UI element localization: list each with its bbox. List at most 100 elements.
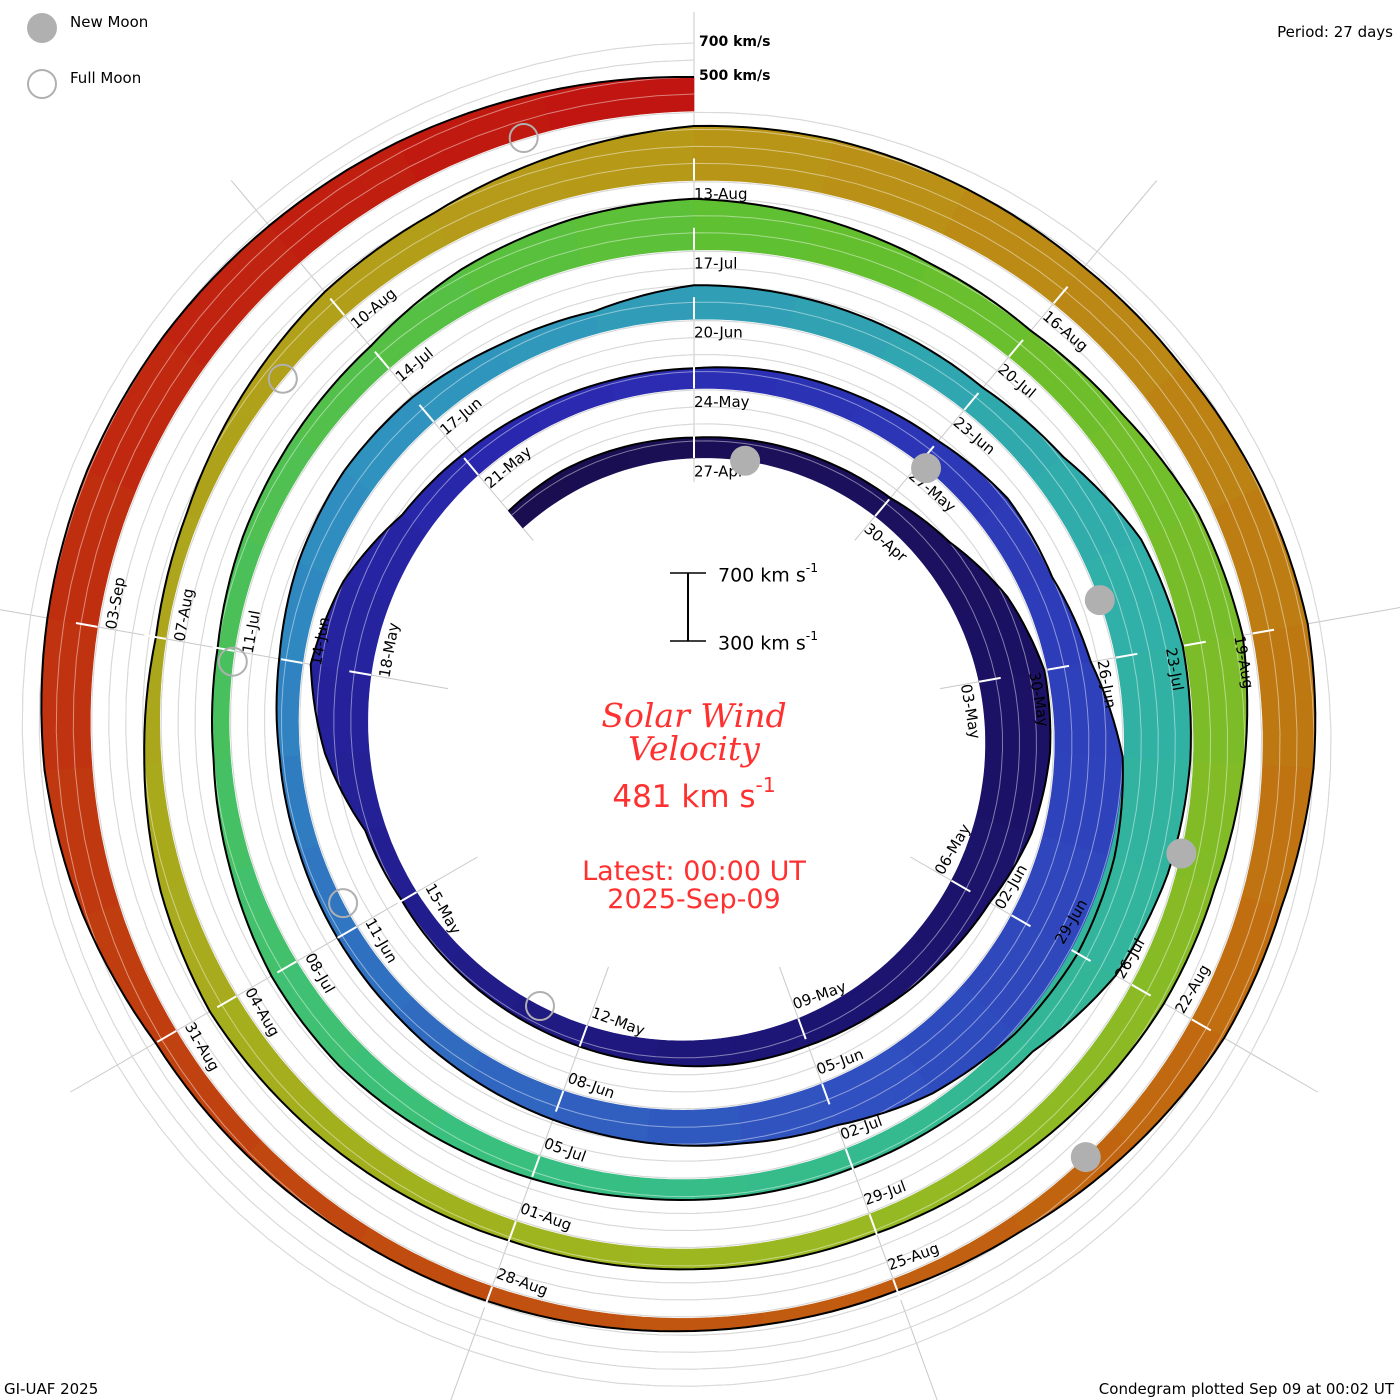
date-tick <box>349 670 372 677</box>
date-tick <box>276 960 297 974</box>
radial-gridline <box>854 180 1158 541</box>
speed-segment <box>298 844 357 939</box>
date-tick <box>336 925 358 939</box>
speed-segment <box>82 903 177 1044</box>
speed-segment <box>364 824 418 902</box>
date-tick <box>463 457 479 476</box>
date-tick <box>797 1018 807 1040</box>
date-tick <box>874 498 890 517</box>
speed-segment <box>392 1168 517 1241</box>
speed-segment <box>509 994 588 1047</box>
date-label: 13-Aug <box>694 185 747 203</box>
date-tick <box>950 879 971 893</box>
new-moon-marker <box>1084 585 1115 616</box>
new-moon-marker <box>911 453 942 484</box>
date-tick <box>554 1090 565 1112</box>
new-moon-marker <box>1166 838 1197 869</box>
speed-segment <box>44 766 120 916</box>
speed-segment <box>773 371 863 421</box>
current-velocity-value: 481 <box>612 779 672 816</box>
date-tick <box>1010 914 1031 928</box>
date-tick <box>418 404 435 423</box>
date-tick <box>374 351 390 370</box>
title-line-1: Solar Wind <box>601 696 787 735</box>
spiral-gridline-overlay-500 <box>55 76 1298 1353</box>
ring-label-500: 500 km/s <box>699 68 771 84</box>
new-moon-icon <box>27 13 57 43</box>
date-label: 17-Jul <box>694 254 737 272</box>
footer-plot-time: Condegram plotted Sep 09 at 00:02 UT <box>1098 1380 1394 1398</box>
date-tick <box>1183 640 1206 647</box>
date-tick <box>531 1155 541 1178</box>
speed-segment <box>467 1052 564 1121</box>
date-tick <box>216 995 237 1009</box>
legend-full-moon-label: Full Moon <box>70 69 142 87</box>
speed-segment <box>789 296 896 359</box>
full-moon-marker <box>267 363 298 394</box>
spiral-gridline-600 <box>38 59 1315 1370</box>
speed-segment <box>160 883 237 1012</box>
speed-segment <box>86 336 205 492</box>
speed-segment <box>821 139 968 235</box>
speed-fill <box>41 76 1316 1332</box>
date-tick <box>978 676 1001 683</box>
date-label: 20-Jun <box>694 324 743 342</box>
date-tick <box>1115 652 1138 659</box>
date-tick <box>1252 628 1275 635</box>
speed-segment <box>610 367 695 401</box>
speed-segment <box>461 218 584 307</box>
date-tick <box>1191 1018 1212 1032</box>
footer-credit: GI-UAF 2025 <box>4 1380 99 1398</box>
date-tick <box>280 658 303 664</box>
speed-segment <box>974 1080 1087 1179</box>
period-label: Period: 27 days <box>1277 23 1393 41</box>
speed-segment <box>593 284 695 334</box>
speed-segment <box>41 617 98 771</box>
full-moon-marker <box>508 123 539 154</box>
ring-label-700: 700 km/s <box>699 34 771 50</box>
full-moon-marker <box>525 991 556 1022</box>
date-tick <box>329 297 346 316</box>
speed-segment <box>276 658 304 757</box>
speed-segment <box>654 1036 734 1067</box>
title-line-2: Velocity <box>628 729 760 768</box>
date-tick <box>1008 339 1024 358</box>
date-tick <box>397 891 418 904</box>
full-moon-marker <box>328 888 359 919</box>
speed-segment <box>448 949 522 1013</box>
latest-time: Latest: 00:00 UT <box>582 856 806 887</box>
speed-segment <box>143 636 167 765</box>
date-tick <box>212 646 235 652</box>
spiral-gridline-overlay-600 <box>38 59 1315 1370</box>
scale-bottom-label: 300 km s-1 <box>718 629 819 655</box>
date-tick <box>578 1025 589 1047</box>
new-moon-marker <box>730 445 761 476</box>
date-tick <box>821 1083 831 1105</box>
latest-date: 2025-Sep-09 <box>607 884 781 915</box>
latest-timestamp: Latest: 00:00 UT 2025-Sep-09 <box>534 858 854 914</box>
date-tick <box>963 392 980 411</box>
speed-segment <box>805 216 930 297</box>
date-tick <box>844 1148 855 1170</box>
date-tick <box>1052 286 1069 305</box>
speed-segment <box>572 198 695 266</box>
date-tick <box>144 634 167 640</box>
speed-segment <box>324 750 386 831</box>
speed-segment <box>542 76 695 131</box>
current-velocity-unit: km s <box>681 779 756 816</box>
date-tick <box>1131 983 1152 997</box>
spiral-gridline-700 <box>21 42 1332 1387</box>
full-moon-marker <box>217 646 248 677</box>
date-tick <box>892 1278 902 1301</box>
date-tick <box>1047 664 1070 671</box>
date-tick <box>156 1030 177 1043</box>
date-tick <box>483 1286 494 1308</box>
speed-segment <box>186 395 261 519</box>
date-label: 03-May <box>957 683 984 741</box>
current-velocity: 481 km s-1 <box>612 773 776 816</box>
date-label: 24-May <box>694 393 750 411</box>
speed-segment <box>508 470 574 529</box>
date-tick <box>868 1213 878 1236</box>
scale-bar <box>670 572 706 642</box>
